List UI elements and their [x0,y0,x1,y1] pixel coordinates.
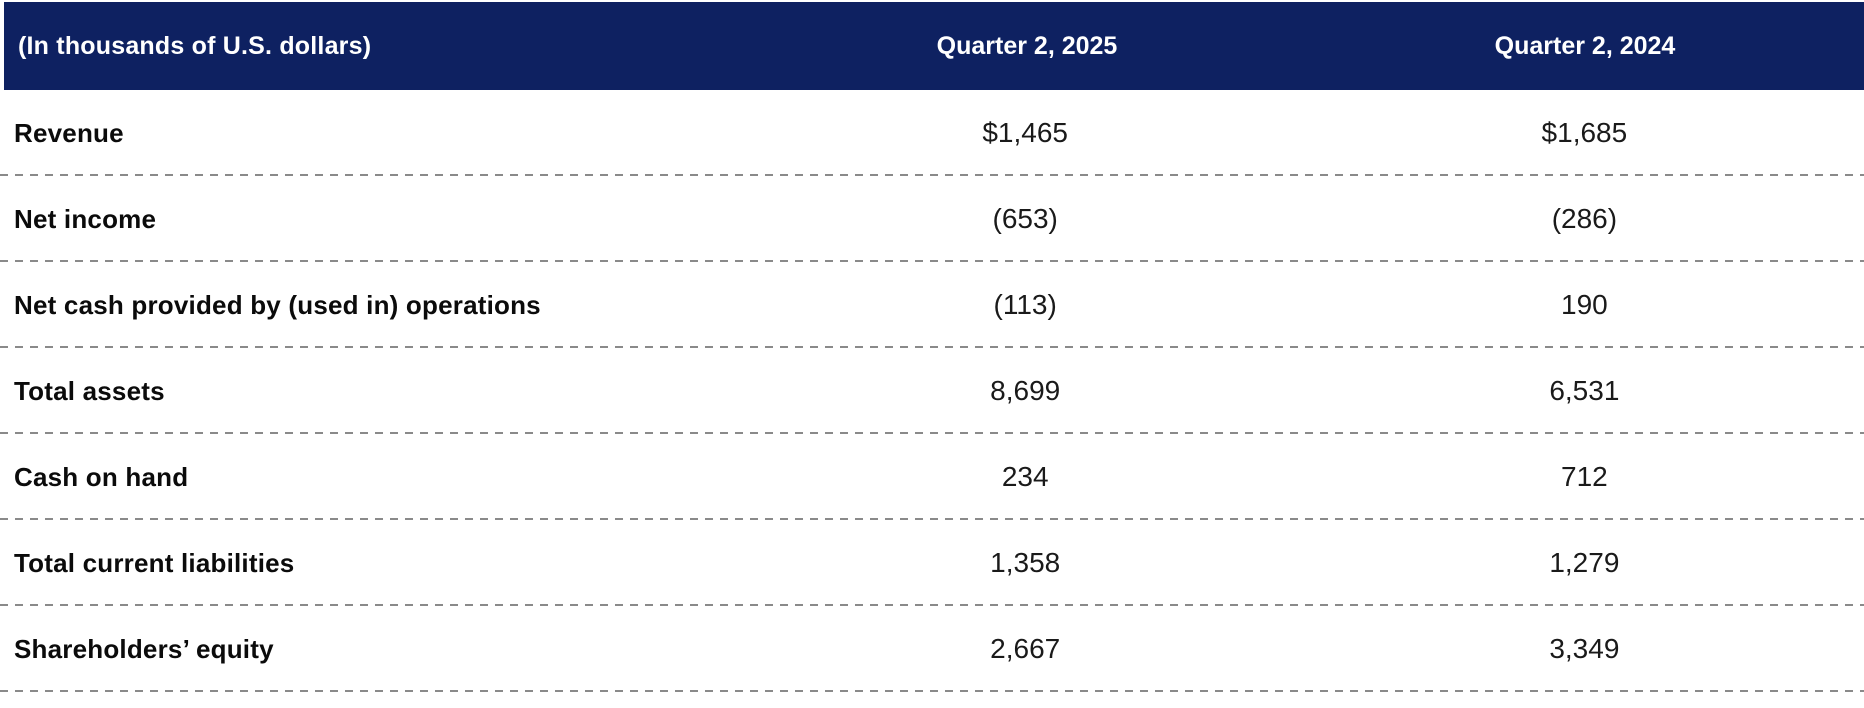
column-header-q2-2025: Quarter 2, 2025 [936,31,1118,60]
row-value-q2-2025: 1,358 [990,547,1061,578]
row-label: Revenue [14,117,124,148]
row-value-q2-2025: 234 [1001,461,1049,492]
row-label: Net income [14,203,157,234]
row-value-q2-2024: (286) [1551,203,1618,234]
row-label: Shareholders’ equity [14,633,274,664]
row-value-q2-2025: 8,699 [990,375,1061,406]
table-row-total-assets: Total assets 8,699 6,531 [0,348,1864,434]
row-value-q2-2025: 2,667 [990,633,1061,664]
row-label: Net cash provided by (used in) operation… [14,289,541,320]
table-row-revenue: Revenue $1,465 $1,685 [0,90,1864,176]
row-value-q2-2024: 1,279 [1549,547,1620,578]
table-row-cash-on-hand: Cash on hand 234 712 [0,434,1864,520]
row-value-q2-2024: 712 [1561,461,1608,492]
row-value-q2-2024: $1,685 [1541,117,1628,148]
column-header-units: (In thousands of U.S. dollars) [18,31,372,60]
row-label: Total current liabilities [14,547,295,578]
row-label: Total assets [14,375,165,406]
table-row-shareholders-equity: Shareholders’ equity 2,667 3,349 [0,606,1864,692]
row-value-q2-2024: 190 [1561,289,1608,320]
row-value-q2-2025: (113) [993,289,1057,320]
table-row-total-current-liabilities: Total current liabilities 1,358 1,279 [0,520,1864,606]
table-header-row: (In thousands of U.S. dollars) Quarter 2… [4,2,1864,90]
row-label: Cash on hand [14,461,189,492]
row-value-q2-2024: 6,531 [1549,375,1620,406]
table-row-net-cash-operations: Net cash provided by (used in) operation… [0,262,1864,348]
row-value-q2-2024: 3,349 [1549,633,1620,664]
table-row-net-income: Net income (653) (286) [0,176,1864,262]
row-value-q2-2025: $1,465 [982,117,1068,148]
column-header-q2-2024: Quarter 2, 2024 [1494,31,1676,60]
row-value-q2-2025: (653) [992,203,1058,234]
